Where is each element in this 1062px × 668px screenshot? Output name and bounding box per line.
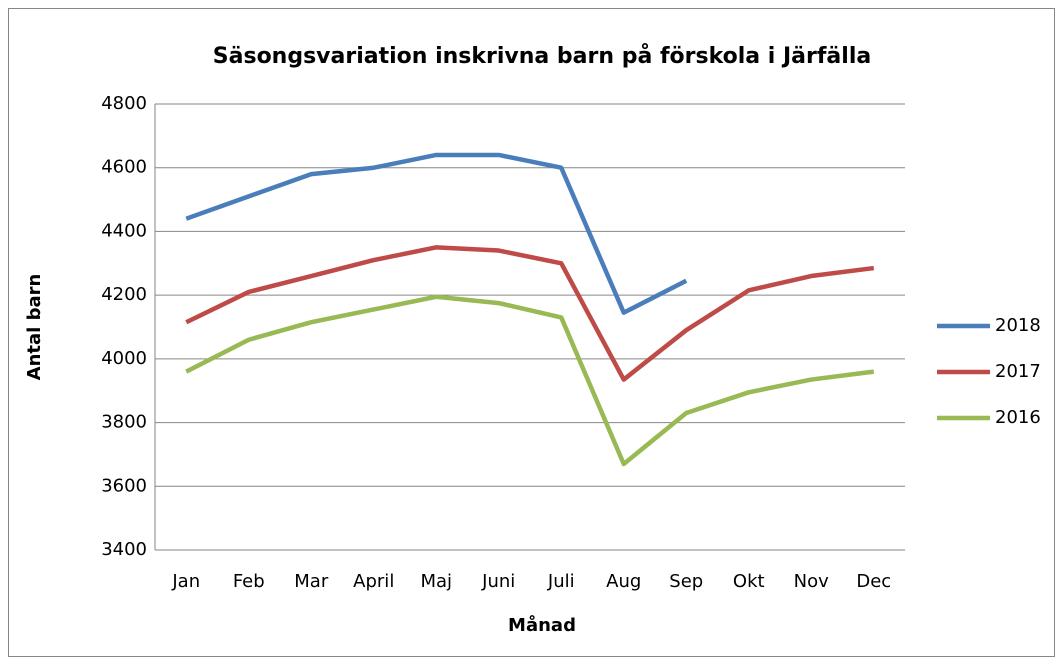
y-tick-label: 4800 [101,93,147,114]
x-tick-label: Juli [547,571,575,592]
data-line [185,294,875,467]
y-tick-label: 4200 [101,284,147,305]
x-tick-label: Jan [171,571,200,592]
x-tick-label: Dec [856,571,891,592]
x-tick-label: April [353,571,394,592]
x-tick-label: Okt [733,571,765,592]
data-line [185,245,875,382]
chart-border [8,8,1055,657]
y-tick-label: 3800 [101,412,147,433]
x-axis-label: Månad [508,614,576,636]
x-tick-label: Sep [669,571,703,592]
chart-title: Säsongsvariation inskrivna barn på försk… [213,43,871,69]
y-tick-label: 4600 [101,157,147,178]
y-tick-label: 3400 [101,539,147,560]
x-tick-label: Mar [294,571,329,592]
data-line [185,152,688,315]
y-tick-label: 4400 [101,220,147,241]
y-tick-label: 4000 [101,348,147,369]
x-tick-label: Feb [233,571,265,592]
legend-label: 2017 [995,361,1041,382]
x-tick-label: Juni [481,571,515,592]
y-axis-label: Antal barn [24,274,45,381]
legend-label: 2018 [995,315,1041,336]
legend-label: 2016 [995,407,1041,428]
x-tick-label: Nov [794,571,829,592]
x-tick-label: Maj [420,571,452,592]
x-tick-label: Aug [606,571,641,592]
y-tick-label: 3600 [101,475,147,496]
